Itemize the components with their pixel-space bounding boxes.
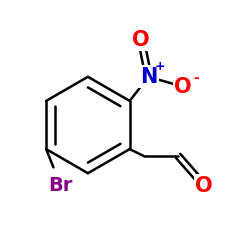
Text: +: +	[155, 60, 166, 73]
Text: -: -	[193, 71, 199, 85]
Text: N: N	[140, 67, 157, 87]
Text: O: O	[132, 30, 150, 50]
Text: O: O	[195, 176, 213, 196]
Text: O: O	[174, 77, 192, 97]
Text: Br: Br	[48, 176, 73, 195]
